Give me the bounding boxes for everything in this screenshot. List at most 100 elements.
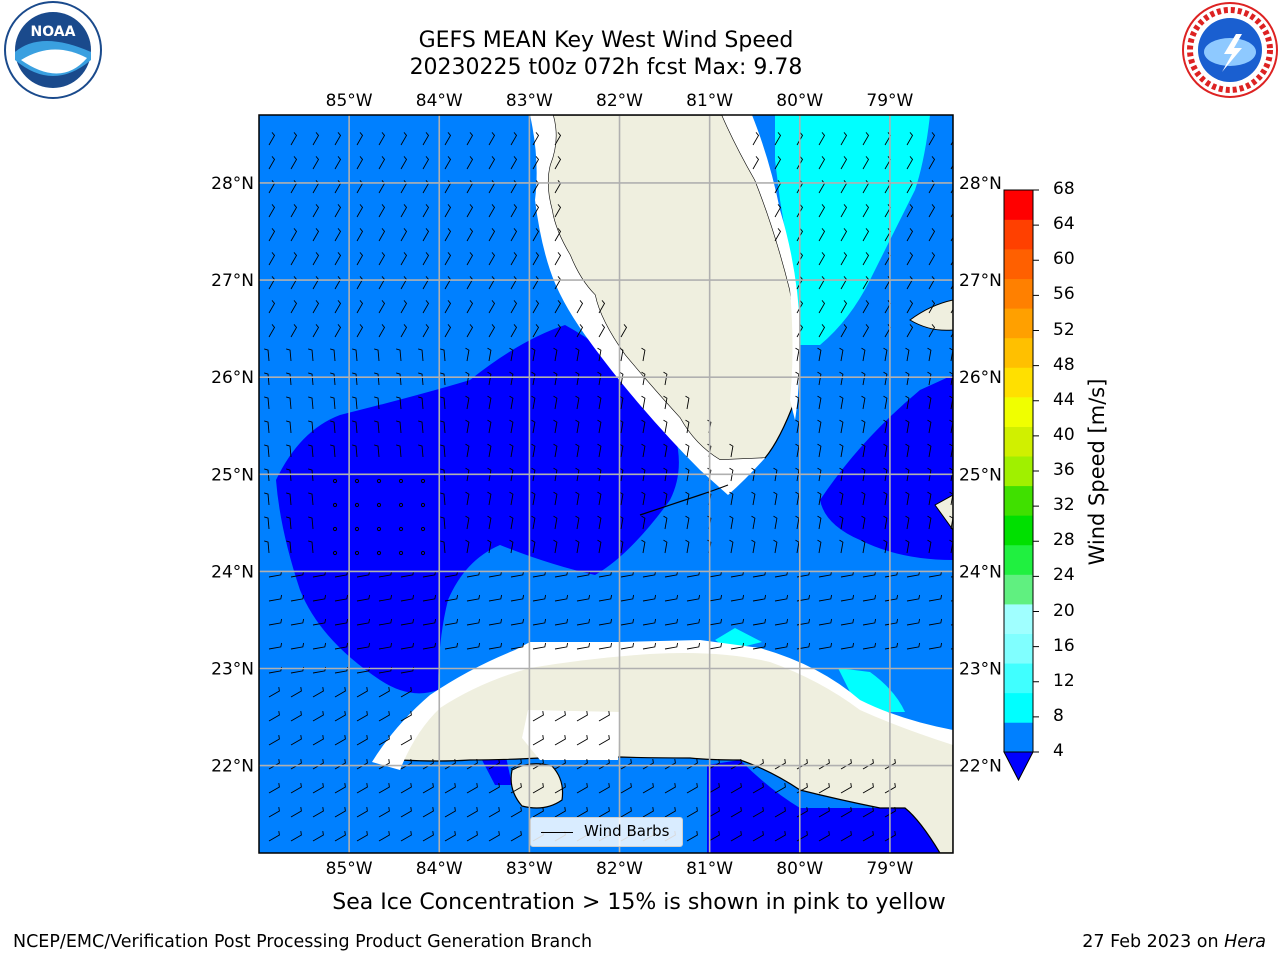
calm-wind-marker [420,550,426,556]
wind-barb [312,204,320,218]
wind-barb [352,348,358,362]
lon-tick-label: 83°W [506,91,553,111]
wind-barb [466,758,478,770]
wind-barb [641,491,646,506]
wind-barb [686,594,701,602]
wind-barb [840,830,852,842]
colorbar-segment [1004,692,1033,723]
calm-wind-marker [354,502,360,508]
wind-barb [774,642,789,650]
florida-keys [639,484,729,516]
wind-barb [356,156,364,170]
wind-barb [286,516,292,530]
wind-barb [774,570,789,578]
wind-barb [378,642,393,650]
wind-barb [531,539,536,554]
wind-barb [576,300,584,314]
wind-barb [928,618,943,626]
wind-barb [356,228,364,242]
wind-barb [509,491,514,506]
wind-barb [686,642,701,650]
wind-barb [928,300,936,314]
wind-barb [290,710,302,722]
wind-barb [576,758,588,770]
wind-barb [818,132,826,146]
wind-barb [840,228,848,242]
wind-barb [840,570,855,578]
wind-barb [686,758,698,770]
wind-barb [356,642,371,650]
calm-wind-marker [420,478,426,484]
wind-barb [883,491,888,506]
wind-barb [422,132,430,146]
colorbar-segment [1004,426,1033,457]
colorbar-segment [1004,367,1033,398]
wind-barb [334,734,346,746]
wind-barb [356,300,364,314]
wind-barb [708,758,720,770]
wind-barb [356,570,371,578]
wind-barb [356,686,368,698]
wind-barb [268,204,276,218]
wind-barb [861,515,866,530]
wind-barb [575,419,580,434]
wind-barb [619,515,624,530]
wind-barb [818,252,826,266]
wind-barb [906,570,921,578]
wind-barb [356,758,368,770]
wind-barb [400,156,408,170]
wind-barb [444,830,456,842]
wind-barb [774,618,789,626]
wind-barb [906,300,914,314]
wind-barb [286,348,292,362]
wind-barb [642,594,657,602]
wind-barb [619,467,624,482]
wind-barb [312,570,327,578]
wind-barb [286,468,292,482]
wind-barb [905,539,910,554]
wind-barb [686,618,701,626]
wind-barb [422,156,430,170]
wind-barb [440,444,446,458]
wind-barb [839,419,844,434]
wind-barb [264,444,270,458]
wind-barb [862,806,874,818]
wind-barb [575,371,580,386]
wind-barb [268,782,280,794]
isle-of-youth-land [510,763,564,809]
wind-barb [751,491,756,506]
wind-barb [884,806,896,818]
wind-barb [334,642,349,650]
wind-barb [510,782,522,794]
wind-barb [796,570,811,578]
wind-barb [685,395,690,410]
wind-barb [708,830,720,842]
wind-barb [598,734,610,746]
wind-barb [466,228,474,242]
wind-barb [928,252,936,266]
wind-field-0-4 [820,375,953,560]
wind-barb [554,734,566,746]
lat-tick-label-left: 22°N [211,757,254,777]
wind-barb [818,806,830,818]
wind-barb [400,300,408,314]
wind-barb [795,419,800,434]
wind-barb [312,642,327,650]
wind-barb [553,371,558,386]
wind-barb [400,686,412,698]
wind-barb [396,420,402,434]
wind-barb [422,642,437,650]
colorbar-title: Wind Speed [m/s] [1085,378,1109,566]
wind-barb [818,570,833,578]
wind-barb [795,491,800,506]
wind-barb [730,618,745,626]
wind-barb [308,396,314,410]
wind-barb [312,758,324,770]
wind-barb [444,300,452,314]
wind-barb [264,420,270,434]
colorbar-tick-label: 48 [1053,354,1075,375]
wind-barb [620,806,632,818]
wind-barb [708,570,723,578]
wind-barb [268,618,283,626]
wind-barb [352,372,358,386]
